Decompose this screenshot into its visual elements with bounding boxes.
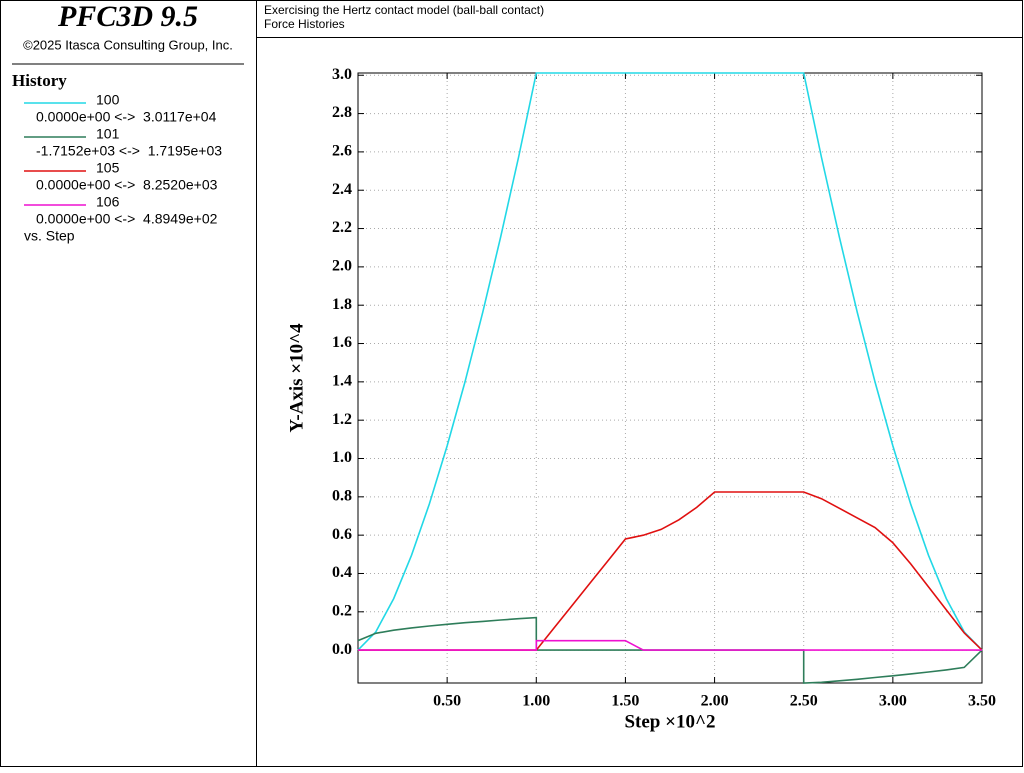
legend-name: 100 [96,92,120,108]
y-tick-label: 1.6 [332,334,352,351]
x-tick-label: 1.50 [611,693,639,710]
y-tick-label: 0.8 [332,488,352,505]
legend-footer: vs. Step [24,228,75,244]
x-tick-label: 0.50 [433,693,461,710]
y-tick-label: 2.6 [332,143,352,160]
y-tick-label: 0.0 [332,641,352,658]
series-line [358,491,983,651]
y-tick-label: 1.0 [332,449,352,466]
y-axis-label: Y-Axis ×10^4 [286,323,307,433]
header-line: Exercising the Hertz contact model (ball… [264,3,544,17]
y-tick-label: 2.0 [332,258,352,275]
y-tick-label: 3.0 [332,66,352,83]
legend-name: 106 [96,194,120,210]
x-tick-label: 3.00 [879,693,907,710]
app-title: PFC3D 9.5 [57,0,198,33]
x-axis-label: Step ×10^2 [624,711,715,732]
copyright: ©2025 Itasca Consulting Group, Inc. [23,37,233,52]
x-tick-label: 1.00 [522,693,550,710]
y-tick-label: 1.2 [332,411,352,428]
y-tick-label: 0.6 [332,526,352,543]
header-line: Force Histories [264,17,345,31]
x-tick-label: 2.50 [790,693,818,710]
y-tick-label: 2.2 [332,219,352,236]
plot-frame [357,72,983,684]
legend-title: History [12,71,67,90]
y-tick-label: 2.8 [332,104,352,121]
x-tick-label: 3.50 [968,693,996,710]
legend-range: -1.7152e+03 <-> 1.7195e+03 [36,143,222,159]
y-tick-label: 0.2 [332,602,352,619]
legend-range: 0.0000e+00 <-> 8.2520e+03 [36,177,218,193]
legend-name: 105 [96,160,120,176]
legend-range: 0.0000e+00 <-> 4.8949e+02 [36,211,218,227]
y-tick-label: 0.4 [332,564,352,581]
legend-name: 101 [96,126,120,142]
x-tick-label: 2.00 [701,693,729,710]
series-line [357,72,983,651]
y-tick-label: 2.4 [332,181,352,198]
y-tick-label: 1.4 [332,373,352,390]
y-tick-label: 1.8 [332,296,352,313]
legend-range: 0.0000e+00 <-> 3.0117e+04 [36,109,217,125]
series-line [358,639,982,651]
